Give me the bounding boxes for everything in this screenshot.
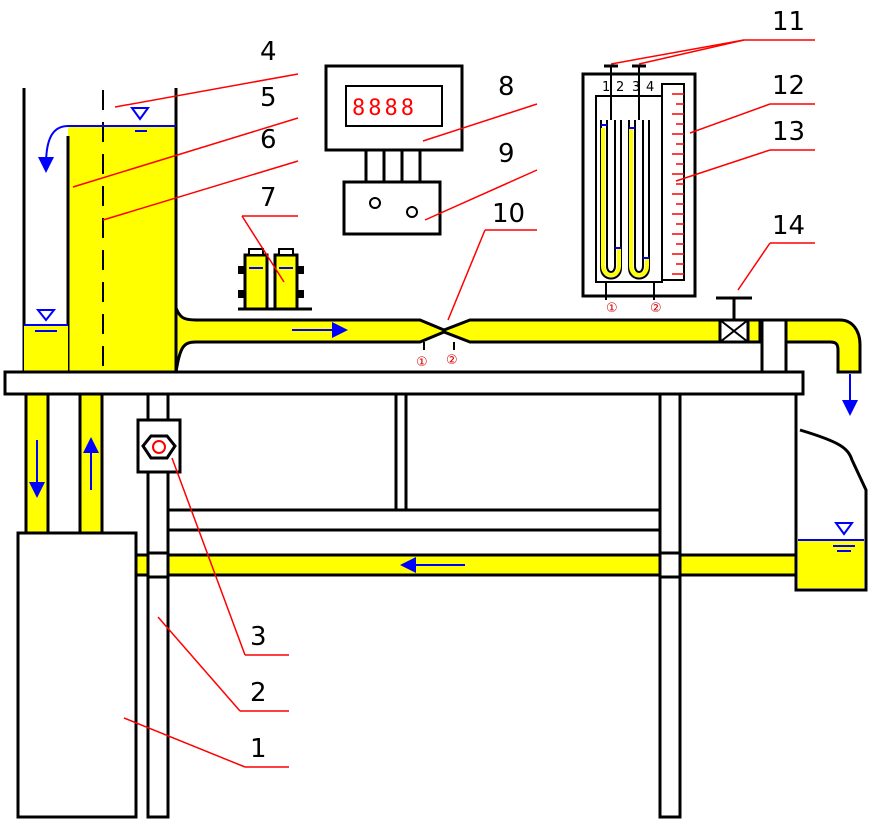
label-7: 7 [260, 183, 277, 213]
mano-tap-1-label: ① [606, 301, 618, 316]
label-2: 2 [250, 678, 267, 708]
sump-tank [16, 531, 138, 819]
label-12: 12 [772, 71, 805, 101]
manometer-scale [661, 83, 685, 281]
table-frame [146, 392, 682, 819]
label-3: 3 [250, 622, 267, 652]
label-9: 9 [498, 139, 515, 169]
label-14: 14 [772, 211, 805, 241]
table-top [3, 370, 805, 396]
return-pipe [134, 553, 798, 577]
digital-display: 8888 [324, 64, 464, 182]
water-level-symbol-overflow [35, 309, 57, 332]
mano-tap-2-label: ② [650, 301, 662, 316]
manometer-board: 1 2 3 4 ① ② [581, 64, 697, 316]
overflow-basin-water [24, 325, 68, 372]
label-1: 1 [250, 734, 267, 764]
manometer-col-1: 1 [602, 80, 610, 95]
outlet-support [760, 318, 788, 374]
manometer-col-3: 3 [632, 80, 640, 95]
pressure-sensors [238, 248, 312, 311]
label-4: 4 [260, 37, 277, 67]
overflow-arrow [38, 125, 69, 173]
manometer-col-4: 4 [646, 80, 654, 95]
measuring-tank [794, 394, 868, 592]
label-8: 8 [498, 72, 515, 102]
test-pipe-body [174, 307, 762, 373]
head-tank [22, 88, 178, 372]
pipe-tap-2-label: ② [446, 353, 458, 368]
pipe-tap-1-label: ① [416, 355, 428, 370]
scale-ticks [672, 93, 684, 275]
display-digits: 8888 [352, 96, 417, 121]
leader-lines [72, 39, 815, 768]
control-valve [716, 296, 752, 344]
label-6: 6 [260, 125, 277, 155]
water-level-symbol-head [130, 107, 151, 132]
pump [136, 418, 182, 474]
label-11: 11 [772, 7, 805, 37]
head-tank-water [68, 126, 176, 372]
transmitter-box [342, 180, 442, 236]
manometer-col-2: 2 [616, 80, 624, 95]
label-5: 5 [260, 83, 277, 113]
label-10: 10 [492, 199, 525, 229]
label-13: 13 [772, 117, 805, 147]
